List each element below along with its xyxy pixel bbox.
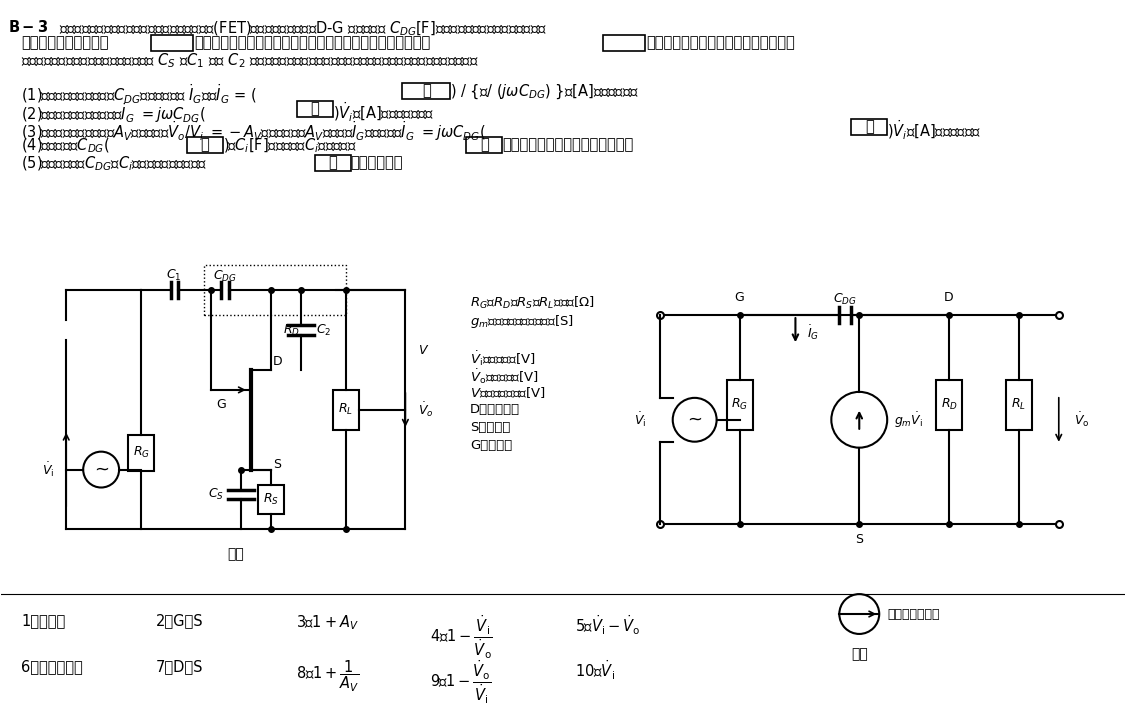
Text: 1　ミラー: 1 ミラー [21,613,65,628]
Text: ：理想定電流源: ：理想定電流源 [887,607,940,620]
Text: 2　G－S: 2 G－S [157,613,204,628]
Text: (3)　回路の電圧増幅度を$A_V$とすると、$\dot{V}_o/\dot{V}_i$ $= -A_V$であるから、$A_V$を使って$\dot{I}_G$を: (3) 回路の電圧増幅度を$A_V$とすると、$\dot{V}_o/\dot{V… [21,119,485,143]
Text: $R_L$: $R_L$ [1011,397,1027,412]
Text: $\mathbf{B-3}$: $\mathbf{B-3}$ [8,19,48,35]
Text: G：ゲート: G：ゲート [471,439,512,452]
Text: $C_{DG}$: $C_{DG}$ [833,292,857,307]
Text: G: G [734,291,744,304]
Text: $C_S$: $C_S$ [208,487,224,502]
Text: $R_S$: $R_S$ [262,492,279,507]
Text: $R_L$: $R_L$ [338,402,354,417]
Text: 8　$1+\dfrac{1}{A_V}$: 8 $1+\dfrac{1}{A_V}$ [296,659,359,694]
Text: 内には、同じ字句が入るものとする。: 内には、同じ字句が入るものとする。 [646,35,795,51]
Bar [296,101,332,117]
Bar [151,35,193,51]
Text: 図１: 図１ [227,547,244,561]
Text: $g_m\dot{V}_\mathrm{i}$: $g_m\dot{V}_\mathrm{i}$ [894,410,923,430]
Bar [726,380,752,430]
Bar [602,35,645,51]
Bar [851,119,887,135]
Text: 3　$1+A_V$: 3 $1+A_V$ [296,613,358,632]
Text: $\dot{V}_o$: $\dot{V}_o$ [419,401,434,419]
Text: 7　D－S: 7 D－S [157,659,204,674]
Text: $\dot{V}_\mathrm{i}$: $\dot{V}_\mathrm{i}$ [634,410,646,429]
Text: 図２: 図２ [851,647,868,661]
Text: $R_G$、$R_D$、$R_S$、$R_L$：抵抗[$\Omega$]: $R_G$、$R_D$、$R_S$、$R_L$：抵抗[$\Omega$] [471,295,595,311]
Text: D: D [272,355,283,368]
Text: )$\dot{V}_i$　[A]が得られる。: )$\dot{V}_i$ [A]が得られる。 [887,119,981,142]
Text: 10　$\dot{V}_\mathrm{i}$: 10 $\dot{V}_\mathrm{i}$ [575,659,615,682]
Text: (2)　この式を整理すると、$\dot{I}_G$ $= j\omega C_{DG}$(: (2) この式を整理すると、$\dot{I}_G$ $= j\omega C_{… [21,101,206,125]
Text: 効果という。: 効果という。 [350,155,403,170]
Text: $C_{DG}$: $C_{DG}$ [213,269,236,284]
Text: $R_G$: $R_G$ [133,445,150,460]
Text: D: D [945,291,954,304]
Text: イ: イ [311,102,319,116]
Bar [128,435,154,471]
Text: 内に入れるべき字句を下の番号から選べ。なお、同じ記号の: 内に入れるべき字句を下の番号から選べ。なお、同じ記号の [194,35,430,51]
Bar [402,83,450,99]
Bar [466,137,502,153]
Text: 5　$\dot{V}_\mathrm{i}-\dot{V}_\mathrm{o}$: 5 $\dot{V}_\mathrm{i}-\dot{V}_\mathrm{o}… [575,613,641,637]
Text: (4)　この式の$C_{DG}$(: (4) この式の$C_{DG}$( [21,137,110,155]
Text: )を$C_i$[F]とすれば、$C_i$は等値的に: )を$C_i$[F]とすれば、$C_i$は等値的に [223,137,357,155]
Text: $C_1$: $C_1$ [167,268,181,283]
Text: ~: ~ [93,461,108,479]
Text: オ: オ [328,155,337,170]
Bar [314,155,350,170]
Text: $R_G$: $R_G$ [731,397,748,412]
Text: $\dot{V}_\mathrm{o}$: $\dot{V}_\mathrm{o}$ [1074,410,1089,429]
Text: ウ: ウ [865,119,874,134]
Text: ウ: ウ [200,137,209,152]
Bar [1006,380,1031,430]
Text: D：ドレイン: D：ドレイン [471,403,520,416]
Text: S: S [272,458,280,471]
Text: $R_D$: $R_D$ [283,323,300,338]
Text: て述べたものである。: て述べたものである。 [21,35,109,51]
Bar [258,484,284,514]
Text: ) / {１/ ($j\omega C_{DG}$) }　[A]で表される。: ) / {１/ ($j\omega C_{DG}$) } [A]で表される。 [450,83,640,102]
Bar [936,380,962,430]
Text: )$\dot{V}_i$　[A]　が得られる。: )$\dot{V}_i$ [A] が得られる。 [332,101,434,124]
Text: $C_2$: $C_2$ [315,323,331,338]
Text: S：ソース: S：ソース [471,421,510,434]
Text: エ: エ [480,137,489,152]
Text: $\dot{I}_G$: $\dot{I}_G$ [807,323,820,342]
Text: $\dot{V}_\mathrm{i}$: $\dot{V}_\mathrm{i}$ [42,460,54,479]
Text: ア: ア [422,84,431,98]
Text: $g_m$：相互コンダクタンス[S]: $g_m$：相互コンダクタンス[S] [471,313,574,330]
Text: $\dot{V}_\mathrm{i}$：入力電圧[V]: $\dot{V}_\mathrm{i}$：入力電圧[V] [471,349,536,367]
Text: (1)　図２に示す回路で、$C_{DG}$に流れる電流 $\dot{I}_G$は、$\dot{I}_G$ = (: (1) 図２に示す回路で、$C_{DG}$に流れる電流 $\dot{I}_G$は… [21,83,257,106]
Text: 9　$1-\dfrac{\dot{V}_\mathrm{o}}{\dot{V}_\mathrm{i}}$: 9 $1-\dfrac{\dot{V}_\mathrm{o}}{\dot{V}_… [430,659,492,707]
Text: $R_D$: $R_D$ [940,397,957,412]
Text: G: G [216,399,225,412]
Text: $V$：直流電源電圧[V]: $V$：直流電源電圧[V] [471,385,546,400]
Text: また、図２は、高い周波数では静電容量 $C_S$ 、$C_1$ 及び $C_2$ のリアクタンスが十分小さくなるものとして表した等価回路である。: また、図２は、高い周波数では静電容量 $C_S$ 、$C_1$ 及び $C_2$… [21,51,479,70]
Bar [204,266,346,316]
Text: $\dot{V}_\mathrm{o}$：出力電圧[V]: $\dot{V}_\mathrm{o}$：出力電圧[V] [471,367,539,386]
Text: $V$: $V$ [419,344,430,357]
Bar [332,390,358,430]
Text: ~: ~ [687,411,703,429]
Bar [187,137,223,153]
Text: 4　$1-\dfrac{\dot{V}_\mathrm{i}}{\dot{V}_\mathrm{o}}$: 4 $1-\dfrac{\dot{V}_\mathrm{i}}{\dot{V}_… [430,613,493,661]
Text: 6　シュミット: 6 シュミット [21,659,83,674]
Text: 間に接続された静電容量となる。: 間に接続された静電容量となる。 [502,137,634,152]
Text: (5)　このように$C_{DG}$が$C_i$となって表れる効果を: (5) このように$C_{DG}$が$C_i$となって表れる効果を [21,155,207,173]
Text: 次の記述は、図１に示す電界効果トランジスタ(FET)増幅回路において、D-G 間静電容量 $C_{DG}$[F]の高い周波数における影響につい: 次の記述は、図１に示す電界効果トランジスタ(FET)増幅回路において、D-G 間… [60,19,547,38]
Text: S: S [856,533,864,546]
